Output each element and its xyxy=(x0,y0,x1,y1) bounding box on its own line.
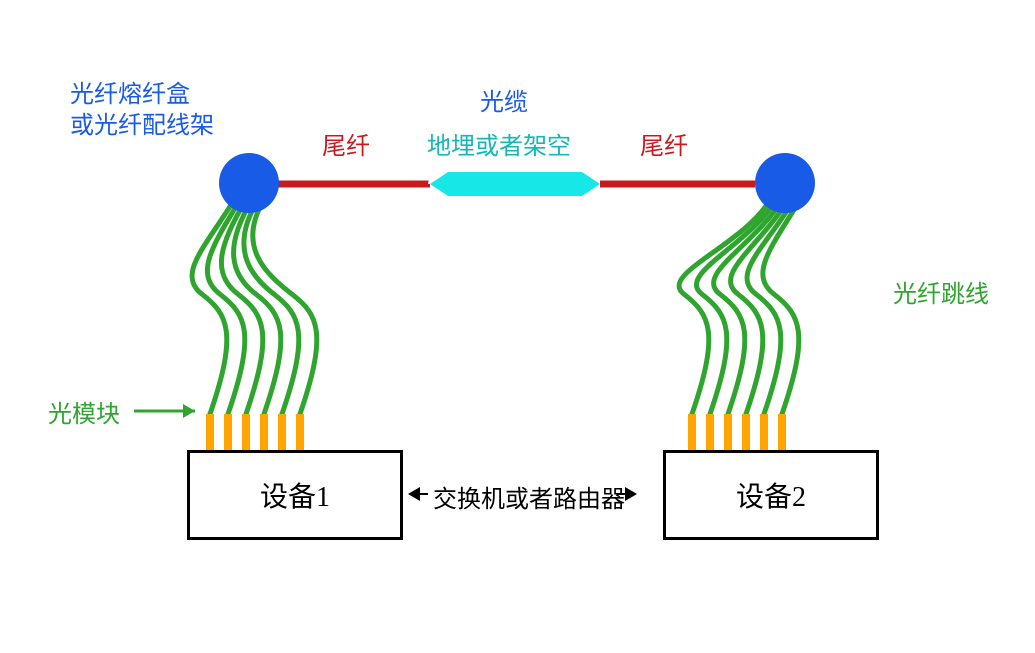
label-buried-aerial: 地埋或者架空 xyxy=(427,132,571,163)
arrow-switch-left-head xyxy=(408,487,420,501)
label-splice-box: 光纤熔纤盒或光纤配线架 xyxy=(70,80,214,142)
label-pigtail-right: 尾纤 xyxy=(640,132,688,163)
label-pigtail-left: 尾纤 xyxy=(322,132,370,163)
device-2-box: 设备2 xyxy=(663,450,879,540)
arrow-switch-right-head xyxy=(625,487,637,501)
fiber-curl-left xyxy=(221,200,262,414)
label-optical-module: 光模块 xyxy=(48,400,120,431)
label-patch-cord: 光纤跳线 xyxy=(893,280,989,311)
arrow-optical-module-head xyxy=(183,404,195,418)
splice-circle-right xyxy=(755,153,815,213)
splice-circle-left xyxy=(219,153,279,213)
device-1-box: 设备1 xyxy=(187,450,403,540)
device-2-label: 设备2 xyxy=(666,475,876,515)
label-optical-cable: 光缆 xyxy=(480,88,528,119)
device-1-label: 设备1 xyxy=(190,475,400,515)
label-switch-router: 交换机或者路由器 xyxy=(433,485,625,516)
cable-tube xyxy=(430,172,600,196)
